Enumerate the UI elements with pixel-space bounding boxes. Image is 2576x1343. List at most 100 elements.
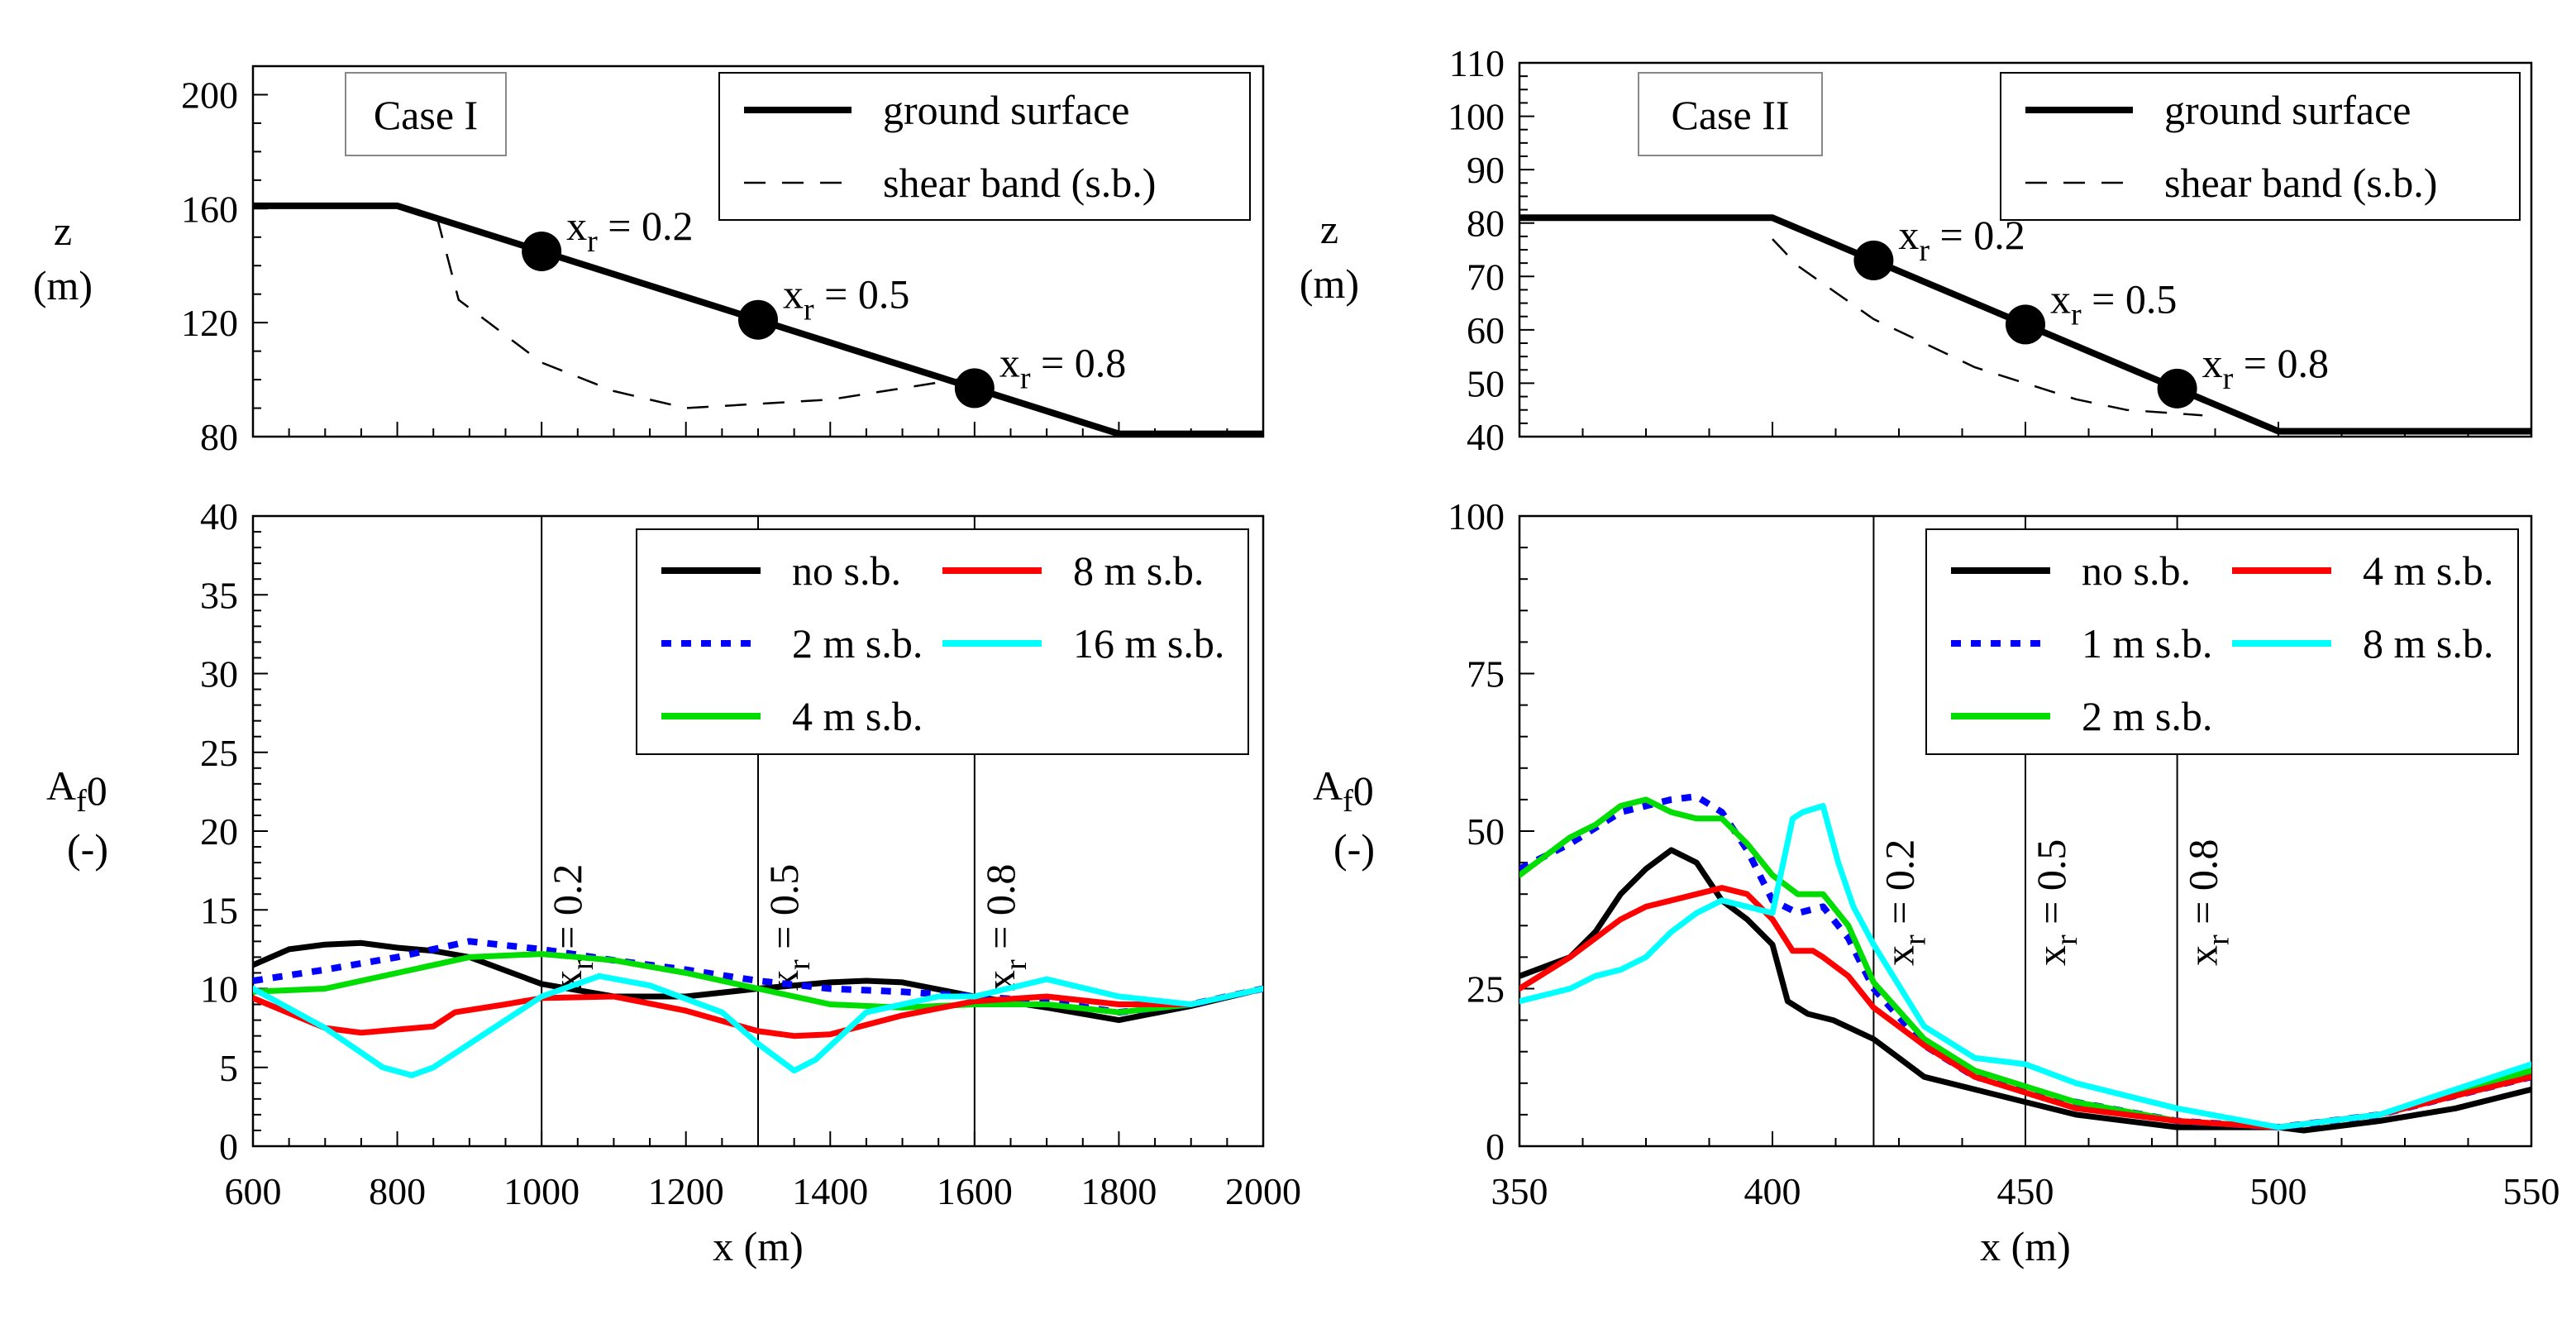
case2-profile-marker-label-1: xr = 0.5 bbox=[2050, 275, 2177, 332]
case2-af0-xtick-label: 550 bbox=[2503, 1170, 2560, 1212]
case1-profile-ytick-label: 80 bbox=[200, 416, 238, 458]
case2-af0-xtick-label: 450 bbox=[1997, 1170, 2054, 1212]
case1-profile-ytick-label: 120 bbox=[181, 302, 238, 344]
case2-profile-title-box bbox=[1638, 72, 1823, 156]
case1-profile-title-box bbox=[345, 72, 507, 156]
case2-af0-xtick-label: 500 bbox=[2250, 1170, 2307, 1212]
case1-af0-vline-label-sub: r bbox=[999, 959, 1033, 970]
case1-profile-ytick-label: 200 bbox=[181, 74, 238, 116]
case1-af0-ytick-label: 5 bbox=[219, 1047, 238, 1089]
case2-af0-vline-label-val: = 0.8 bbox=[2180, 839, 2226, 935]
case2-profile-legend-label-1: shear band (s.b.) bbox=[2164, 160, 2437, 206]
case2-profile-marker-label-0: xr = 0.2 bbox=[1898, 212, 2025, 268]
case1-profile-title: Case I bbox=[374, 92, 478, 138]
case2-af0-vline-label-sub: r bbox=[2049, 934, 2084, 945]
case2-af0-vline-label-sub: r bbox=[1897, 934, 1932, 945]
case2-profile-marker-1 bbox=[2006, 304, 2045, 345]
case2-profile-ytick-label: 60 bbox=[1467, 309, 1505, 351]
case1-af0-ytick-label: 0 bbox=[219, 1126, 238, 1168]
case1-profile-marker-1 bbox=[738, 299, 778, 340]
case2-profile-marker-label-2: xr = 0.8 bbox=[2202, 340, 2329, 396]
case1-af0-ylabel-unit: (-) bbox=[67, 825, 108, 872]
case1-af0-xtick-label: 1800 bbox=[1080, 1170, 1157, 1212]
case2-profile-ytick-label: 80 bbox=[1467, 203, 1505, 245]
case1-af0-xlabel: x (m) bbox=[713, 1223, 804, 1269]
case2-af0-series-2-m-s-b- bbox=[1519, 796, 2531, 1130]
case2-af0-ytick-label: 75 bbox=[1467, 653, 1505, 695]
case1-profile-marker-label-0: xr = 0.2 bbox=[566, 203, 693, 259]
case1-profile-marker-label-sub: r bbox=[587, 224, 598, 259]
case1-profile-ylabel-unit: (m) bbox=[33, 262, 93, 308]
case2-profile-legend-box bbox=[2000, 72, 2521, 221]
case2-af0-xtick-label: 350 bbox=[1491, 1170, 1548, 1212]
case1-profile-marker-label-2: xr = 0.8 bbox=[999, 339, 1126, 395]
case2-af0-ylabel-subsub: 0 bbox=[1353, 767, 1374, 814]
case1-af0-vline-label-val: = 0.5 bbox=[761, 864, 807, 960]
case1-af0-legend-label-0: no s.b. bbox=[792, 547, 901, 594]
case2-profile-title: Case II bbox=[1672, 92, 1790, 138]
case1-profile-ylabel: z bbox=[54, 208, 72, 254]
case1-af0-series-16-m-s-b- bbox=[253, 973, 1263, 1078]
case1-af0-ytick-label: 40 bbox=[200, 495, 238, 538]
case1-af0-xtick-label: 600 bbox=[225, 1170, 282, 1212]
case2-profile-ylabel-unit: (m) bbox=[1300, 260, 1359, 307]
case2-af0-vline-label-sub: r bbox=[2202, 934, 2236, 945]
case1-af0-xtick-label: 1000 bbox=[503, 1170, 580, 1212]
case2-profile-ytick-label: 70 bbox=[1467, 256, 1505, 298]
case2-profile-ylabel: z bbox=[1320, 206, 1338, 252]
case2-af0-legend-label-4: 2 m s.b. bbox=[2082, 693, 2212, 739]
case2-af0-ylabel-main: A bbox=[1313, 762, 1343, 809]
case1-af0-ytick-label: 20 bbox=[200, 810, 238, 853]
case2-profile-marker-label-val: = 0.5 bbox=[2082, 275, 2178, 322]
case1-af0-xtick-label: 1600 bbox=[937, 1170, 1013, 1212]
case1-af0-vline-label-sub: r bbox=[782, 959, 817, 970]
case2-profile-series-shear-band-s-b- bbox=[1772, 238, 2203, 417]
case2-af0-xtick-label: 400 bbox=[1744, 1170, 1801, 1212]
case2-af0-legend-label-1: 4 m s.b. bbox=[2363, 547, 2493, 594]
case1-af0-series-group bbox=[253, 938, 1263, 1078]
case2-profile-marker-0 bbox=[1853, 240, 1894, 280]
case1-profile-legend-box bbox=[718, 72, 1251, 221]
case1-profile-legend-label-1: shear band (s.b.) bbox=[883, 160, 1156, 206]
case1-af0-legend-label-4: 4 m s.b. bbox=[792, 693, 923, 739]
case2-af0-vline-label-x: x bbox=[2028, 945, 2074, 966]
case1-profile-marker-label-1: xr = 0.5 bbox=[783, 271, 909, 327]
case1-af0-xtick-label: 2000 bbox=[1225, 1170, 1301, 1212]
case2-profile-marker-label-x: x bbox=[1898, 212, 1919, 258]
case2-af0-ytick-label: 50 bbox=[1467, 810, 1505, 853]
case1-profile-marker-label-x: x bbox=[999, 339, 1020, 385]
case1-af0-vline-label-val: = 0.2 bbox=[544, 864, 590, 960]
case2-af0-legend-label-0: no s.b. bbox=[2082, 547, 2191, 594]
case2-af0-ytick-label: 100 bbox=[1448, 495, 1505, 538]
case1-af0-ytick-label: 10 bbox=[200, 968, 238, 1011]
case2-af0-ytick-label: 0 bbox=[1486, 1126, 1505, 1168]
case2-profile-legend-label-0: ground surface bbox=[2164, 87, 2411, 133]
case2-af0-ylabel-sub: f bbox=[1343, 784, 1353, 819]
case1-profile-series-shear-band-s-b- bbox=[436, 217, 976, 409]
case2-profile-ytick-label: 90 bbox=[1467, 149, 1505, 191]
case1-af0-ylabel-sub: f bbox=[76, 784, 87, 819]
case1-profile-legend-label-0: ground surface bbox=[883, 87, 1130, 133]
case2-af0-ylabel: Af0 bbox=[1313, 762, 1374, 819]
case1-af0-ylabel-subsub: 0 bbox=[87, 767, 107, 814]
case2-af0-series-8-m-s-b- bbox=[1519, 803, 2531, 1130]
case1-af0-vline-label-sub: r bbox=[565, 959, 600, 970]
case2-profile-marker-label-x: x bbox=[2050, 275, 2071, 322]
case1-af0-vline-label-val: = 0.8 bbox=[977, 864, 1023, 960]
case1-profile-ytick-label: 160 bbox=[181, 188, 238, 230]
case2-af0-legend-label-2: 1 m s.b. bbox=[2082, 620, 2212, 667]
case1-profile-marker-0 bbox=[522, 232, 562, 271]
case1-profile-marker-label-val: = 0.2 bbox=[598, 203, 694, 249]
case1-af0-xtick-label: 1200 bbox=[648, 1170, 724, 1212]
case2-af0-vline-label-2: xr = 0.8 bbox=[2180, 839, 2236, 966]
case2-af0-legend-label-3: 8 m s.b. bbox=[2363, 620, 2493, 667]
case1-af0-xtick-label: 1400 bbox=[792, 1170, 868, 1212]
case1-af0-ytick-label: 30 bbox=[200, 653, 238, 695]
case2-af0-xlabel: x (m) bbox=[1980, 1223, 2071, 1269]
case2-af0-series-group bbox=[1519, 793, 2531, 1134]
case1-profile-marker-label-x: x bbox=[783, 271, 804, 318]
case1-profile-marker-2 bbox=[954, 368, 995, 409]
